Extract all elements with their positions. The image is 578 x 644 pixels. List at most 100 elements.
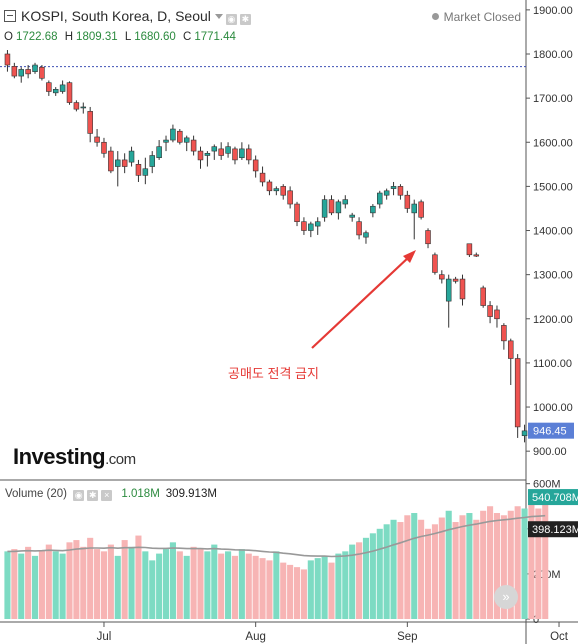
candle-body[interactable] bbox=[177, 130, 183, 143]
volume-bar[interactable] bbox=[121, 540, 128, 619]
eye-icon[interactable]: ◉ bbox=[225, 14, 237, 25]
candle-body[interactable] bbox=[342, 199, 349, 205]
candle-body[interactable] bbox=[87, 111, 93, 134]
candle-body[interactable] bbox=[321, 199, 328, 218]
candle-body[interactable] bbox=[390, 186, 397, 189]
candle-body[interactable] bbox=[473, 254, 480, 257]
volume-bar[interactable] bbox=[225, 551, 232, 619]
candle-body[interactable] bbox=[59, 84, 66, 92]
volume-title[interactable]: Volume (20) bbox=[5, 488, 68, 500]
volume-bar[interactable] bbox=[128, 546, 135, 619]
volume-bar[interactable] bbox=[362, 537, 370, 619]
volume-bar[interactable] bbox=[459, 515, 466, 619]
volume-bar[interactable] bbox=[376, 528, 383, 619]
candle-body[interactable] bbox=[349, 214, 355, 218]
volume-bar[interactable] bbox=[473, 519, 480, 619]
volume-bar[interactable] bbox=[252, 555, 259, 619]
volume-bar[interactable] bbox=[342, 551, 349, 619]
gear-icon[interactable]: ✱ bbox=[87, 490, 99, 501]
candle-body[interactable] bbox=[52, 89, 59, 94]
candle-body[interactable] bbox=[170, 128, 176, 141]
candle-body[interactable] bbox=[356, 221, 362, 236]
volume-bar[interactable] bbox=[418, 519, 425, 619]
candle-body[interactable] bbox=[521, 430, 528, 437]
collapse-icon[interactable] bbox=[4, 10, 16, 22]
candle-body[interactable] bbox=[115, 159, 121, 167]
volume-bar[interactable] bbox=[445, 510, 452, 619]
volume-bar[interactable] bbox=[266, 560, 273, 619]
volume-bar[interactable] bbox=[424, 528, 432, 619]
candle-body[interactable] bbox=[259, 172, 266, 183]
candle-body[interactable] bbox=[149, 155, 155, 167]
volume-bar[interactable] bbox=[4, 551, 11, 619]
volume-bar[interactable] bbox=[404, 515, 411, 619]
volume-bar[interactable] bbox=[66, 542, 73, 619]
candle-body[interactable] bbox=[190, 139, 197, 152]
volume-bar[interactable] bbox=[349, 544, 356, 619]
volume-bar[interactable] bbox=[259, 558, 266, 619]
volume-bar[interactable] bbox=[94, 549, 101, 619]
volume-bar[interactable] bbox=[383, 524, 390, 619]
candle-body[interactable] bbox=[80, 106, 87, 109]
candle-body[interactable] bbox=[466, 243, 473, 256]
close-icon[interactable]: × bbox=[101, 490, 113, 501]
volume-bar[interactable] bbox=[528, 501, 535, 619]
candle-body[interactable] bbox=[232, 148, 238, 161]
volume-bar[interactable] bbox=[107, 544, 114, 619]
volume-bar[interactable] bbox=[287, 564, 294, 619]
candle-body[interactable] bbox=[135, 164, 142, 176]
candle-body[interactable] bbox=[239, 148, 245, 159]
candle-body[interactable] bbox=[494, 309, 500, 320]
candle-body[interactable] bbox=[397, 186, 404, 196]
candle-body[interactable] bbox=[39, 66, 45, 79]
candle-body[interactable] bbox=[452, 278, 459, 282]
candle-body[interactable] bbox=[204, 152, 211, 156]
candle-body[interactable] bbox=[425, 230, 431, 245]
volume-bar[interactable] bbox=[190, 546, 197, 619]
volume-bar[interactable] bbox=[500, 515, 507, 619]
candle-body[interactable] bbox=[363, 232, 369, 238]
candle-body[interactable] bbox=[4, 53, 11, 66]
scroll-to-latest-button[interactable]: » bbox=[494, 585, 518, 609]
volume-bar[interactable] bbox=[80, 546, 87, 619]
volume-bar[interactable] bbox=[245, 553, 252, 619]
volume-bar[interactable] bbox=[335, 553, 342, 619]
candle-body[interactable] bbox=[11, 66, 18, 77]
volume-bar[interactable] bbox=[176, 551, 183, 619]
candle-body[interactable] bbox=[487, 305, 493, 317]
volume-bar[interactable] bbox=[293, 567, 301, 619]
volume-bar[interactable] bbox=[480, 510, 487, 619]
volume-bar[interactable] bbox=[156, 553, 163, 619]
volume-bar[interactable] bbox=[142, 551, 149, 619]
candle-body[interactable] bbox=[252, 159, 259, 172]
candle-body[interactable] bbox=[377, 192, 383, 205]
candle-body[interactable] bbox=[211, 146, 218, 152]
volume-bar[interactable] bbox=[18, 553, 25, 619]
candle-body[interactable] bbox=[156, 146, 162, 159]
candle-body[interactable] bbox=[273, 188, 280, 192]
volume-bar[interactable] bbox=[238, 549, 245, 619]
volume-bar[interactable] bbox=[487, 506, 494, 619]
volume-bar[interactable] bbox=[535, 508, 542, 619]
candle-body[interactable] bbox=[101, 141, 107, 154]
volume-bar[interactable] bbox=[521, 508, 528, 619]
volume-bar[interactable] bbox=[231, 555, 239, 619]
volume-bar[interactable] bbox=[162, 549, 170, 619]
volume-bar[interactable] bbox=[38, 550, 45, 619]
volume-bar[interactable] bbox=[321, 555, 328, 619]
volume-bar[interactable] bbox=[114, 555, 121, 619]
volume-bar[interactable] bbox=[507, 510, 514, 619]
candle-body[interactable] bbox=[46, 82, 52, 92]
volume-bar[interactable] bbox=[411, 513, 418, 619]
candle-body[interactable] bbox=[314, 221, 321, 227]
candle-body[interactable] bbox=[383, 190, 390, 196]
candle-body[interactable] bbox=[73, 102, 80, 110]
candle-body[interactable] bbox=[328, 199, 335, 214]
candle-body[interactable] bbox=[418, 201, 424, 218]
candle-body[interactable] bbox=[25, 69, 31, 75]
volume-bar[interactable] bbox=[438, 517, 445, 619]
candle-body[interactable] bbox=[445, 278, 452, 302]
volume-bar[interactable] bbox=[542, 497, 549, 619]
volume-bar[interactable] bbox=[356, 542, 363, 619]
